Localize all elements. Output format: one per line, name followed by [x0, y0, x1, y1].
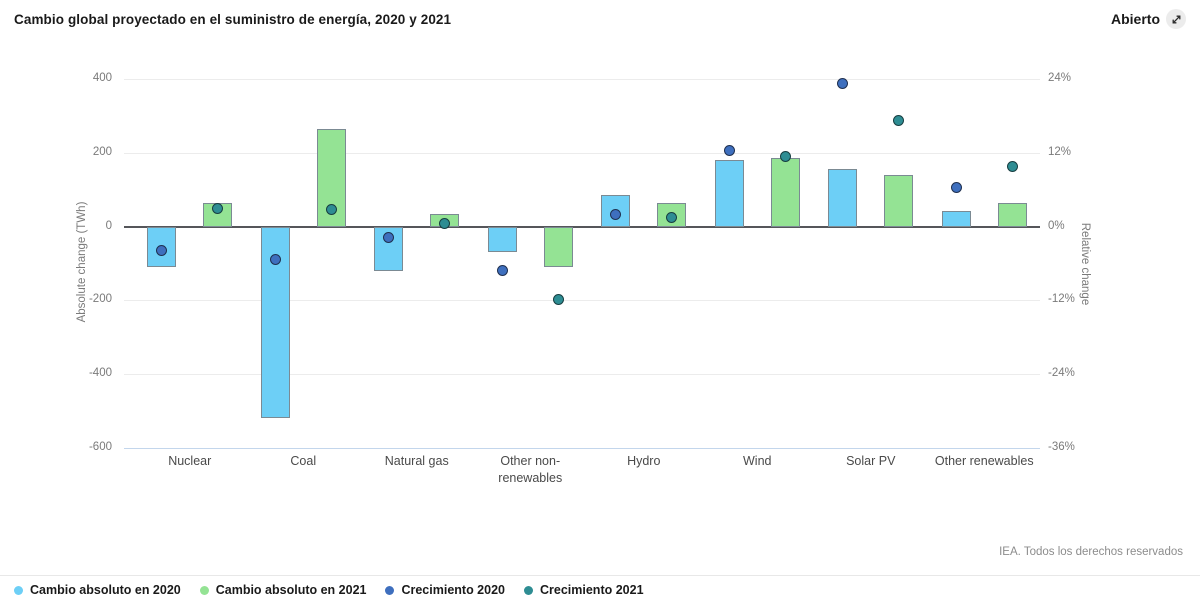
x-axis-label: Wind — [743, 454, 772, 468]
dot-growth-2021[interactable] — [779, 150, 791, 162]
bar-absolute-2021[interactable] — [884, 174, 914, 227]
legend-label: Cambio absoluto en 2020 — [30, 583, 181, 597]
x-axis-label: Solar PV — [846, 454, 896, 468]
y-axis-tick-right: -24% — [1048, 367, 1075, 380]
legend-item[interactable]: Crecimiento 2020 — [385, 583, 505, 597]
y-axis-tick-right: -12% — [1048, 293, 1075, 306]
legend-swatch-icon — [199, 585, 209, 595]
legend-item[interactable]: Cambio absoluto en 2020 — [14, 583, 181, 597]
baseline-gridline — [124, 448, 1040, 449]
legend-label: Crecimiento 2020 — [401, 583, 505, 597]
gridline — [124, 152, 1040, 154]
legend-label: Crecimiento 2021 — [540, 583, 644, 597]
dot-growth-2020[interactable] — [383, 231, 395, 243]
open-button-label: Abierto — [1111, 11, 1160, 27]
right-axis-title: Relative change — [1079, 222, 1091, 306]
gridline — [124, 300, 1040, 302]
page-title: Cambio global proyectado en el suministr… — [14, 12, 452, 27]
legend-item[interactable]: Crecimiento 2021 — [524, 583, 644, 597]
y-axis-tick-right: 0% — [1048, 219, 1065, 232]
x-axis-label: Nuclear — [168, 454, 212, 468]
legend-swatch-icon — [385, 585, 395, 595]
y-axis-tick-left: -400 — [88, 367, 112, 380]
x-axis-label: Coal — [290, 454, 317, 468]
dot-growth-2020[interactable] — [496, 264, 508, 276]
dot-growth-2021[interactable] — [439, 218, 451, 230]
dot-growth-2020[interactable] — [156, 245, 168, 257]
legend-swatch-icon — [524, 585, 533, 595]
gridline — [124, 79, 1040, 80]
x-axis-label: Other renewables — [934, 454, 1034, 468]
legend-swatch-icon — [14, 585, 23, 595]
dot-growth-2021[interactable] — [666, 211, 678, 223]
bar-absolute-2021[interactable] — [997, 202, 1027, 227]
y-axis-tick-left: 400 — [92, 72, 112, 84]
credit-text: IEA. Todos los derechos reservados — [999, 546, 1183, 558]
dot-growth-2021[interactable] — [1006, 161, 1018, 173]
bar-absolute-2020[interactable] — [487, 226, 517, 253]
dot-growth-2020[interactable] — [723, 144, 735, 156]
bar-absolute-2021[interactable] — [543, 226, 573, 268]
y-axis-tick-left: -600 — [88, 441, 112, 453]
bar-absolute-2021[interactable] — [203, 202, 233, 227]
x-axis-label: Hydro — [627, 454, 661, 468]
dot-growth-2021[interactable] — [552, 293, 564, 305]
dot-growth-2020[interactable] — [269, 253, 281, 265]
dot-growth-2020[interactable] — [837, 78, 849, 90]
y-axis-tick-left: 200 — [92, 145, 112, 158]
bar-absolute-2020[interactable] — [941, 211, 971, 227]
x-axis-label: Natural gas — [384, 454, 449, 468]
open-button[interactable]: Abierto — [1111, 9, 1186, 29]
dot-growth-2021[interactable] — [325, 204, 337, 216]
dot-growth-2020[interactable] — [950, 182, 962, 194]
y-axis-tick-right: -36% — [1048, 441, 1075, 453]
zero-line — [124, 225, 1040, 228]
bar-absolute-2020[interactable] — [147, 226, 177, 268]
dot-growth-2021[interactable] — [893, 115, 905, 127]
gridline — [124, 374, 1040, 376]
left-axis-title: Absolute change (TWh) — [76, 201, 88, 323]
bar-absolute-2020[interactable] — [714, 160, 744, 227]
legend-item[interactable]: Cambio absoluto en 2021 — [199, 583, 367, 597]
bar-absolute-2021[interactable] — [770, 158, 800, 227]
dot-growth-2020[interactable] — [610, 208, 622, 220]
expand-diagonal-arrow-icon — [1166, 9, 1186, 29]
y-axis-tick-right: 24% — [1048, 72, 1072, 84]
y-axis-tick-left: -200 — [88, 293, 112, 306]
y-axis-tick-right: 12% — [1048, 145, 1072, 158]
legend-divider — [0, 575, 1200, 576]
y-axis-tick-left: 0 — [105, 219, 112, 232]
dot-growth-2021[interactable] — [212, 203, 224, 215]
legend-label: Cambio absoluto en 2021 — [215, 583, 367, 597]
legend: Cambio absoluto en 2020 Cambio absoluto e… — [14, 583, 644, 597]
bar-absolute-2020[interactable] — [828, 169, 858, 227]
x-axis-label: Other non-renewables — [498, 454, 563, 485]
